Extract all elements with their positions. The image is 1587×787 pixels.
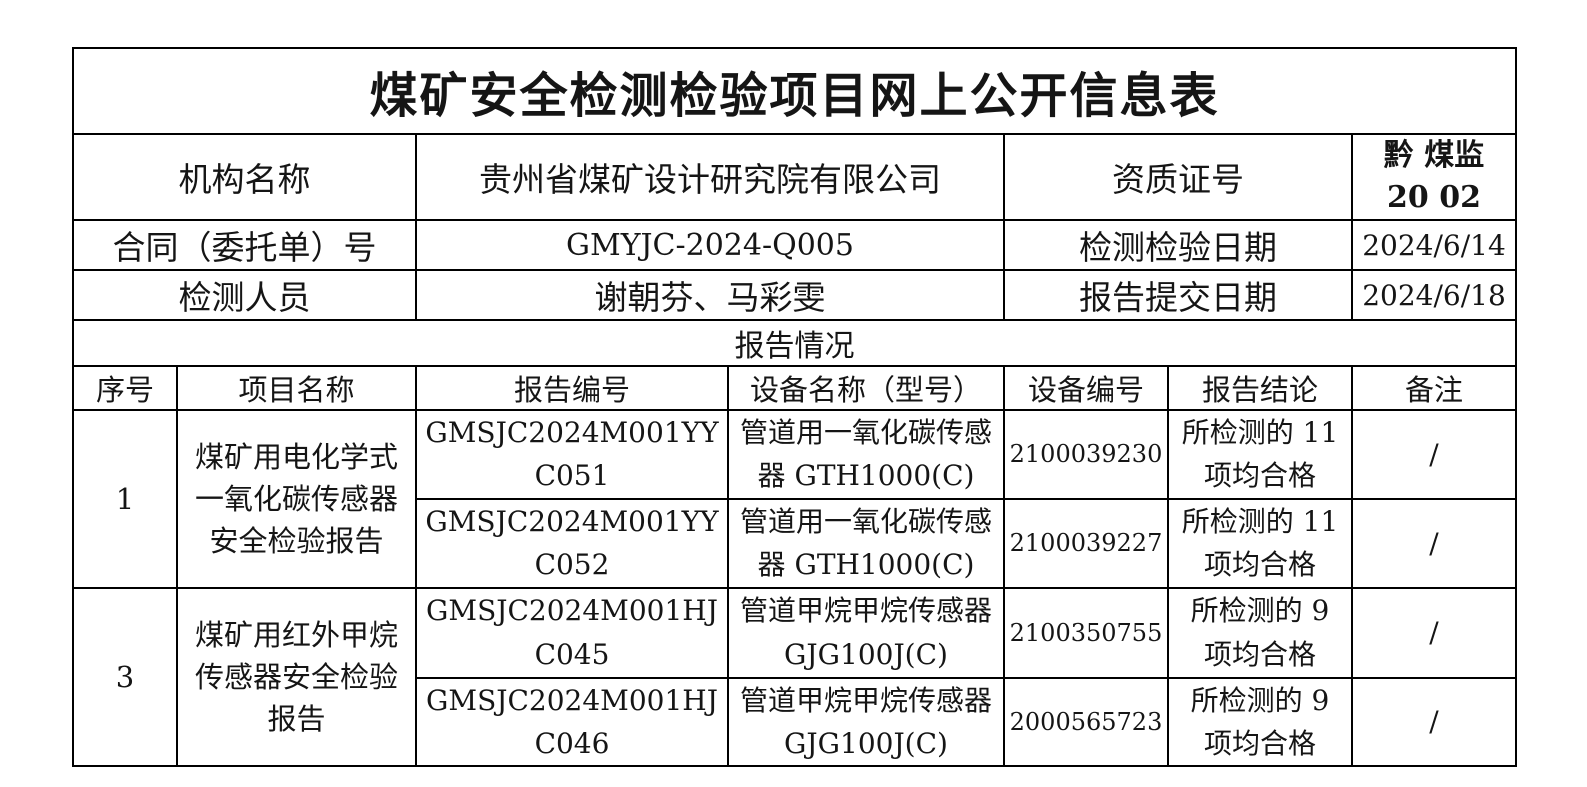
col-header-seq: 序号 — [72, 365, 178, 411]
report-no-cell: GMSJC2024M001YYC051 — [415, 409, 729, 500]
device-no-cell: 2100039227 — [1003, 497, 1169, 589]
conclusion-cell: 所检测的 11 项均合格 — [1167, 409, 1353, 500]
test-date-label: 检测检验日期 — [1003, 219, 1353, 271]
remark-cell: / — [1351, 676, 1517, 768]
report-no-cell: GMSJC2024M001HJC046 — [415, 676, 729, 768]
device-no-cell: 2100039230 — [1003, 409, 1169, 500]
device-no-cell: 2000565723 — [1003, 676, 1169, 768]
col-header-device-no: 设备编号 — [1003, 365, 1169, 411]
device-name-cell: 管道用一氧化碳传感器 GTH1000(C) — [727, 497, 1005, 589]
cert-no-value: 黔 煤监 20 02 — [1351, 133, 1517, 221]
report-no-cell: GMSJC2024M001HJC045 — [415, 586, 729, 679]
device-no-cell: 2100350755 — [1003, 586, 1169, 679]
contract-no-label: 合同（委托单）号 — [72, 219, 417, 271]
cert-no-line2: 20 02 — [1387, 180, 1481, 215]
seq-cell: 3 — [72, 586, 178, 768]
col-header-report-no: 报告编号 — [415, 365, 729, 411]
conclusion-cell: 所检测的 9 项均合格 — [1167, 586, 1353, 679]
report-section-title: 报告情况 — [72, 319, 1517, 367]
conclusion-cell: 所检测的 11 项均合格 — [1167, 497, 1353, 589]
report-date-value: 2024/6/18 — [1351, 269, 1517, 321]
org-name-value: 贵州省煤矿设计研究院有限公司 — [415, 133, 1005, 221]
project-name-cell: 煤矿用电化学式一氧化碳传感器安全检验报告 — [176, 409, 417, 589]
device-name-cell: 管道甲烷甲烷传感器 GJG100J(C) — [727, 676, 1005, 768]
table-row: 3 煤矿用红外甲烷传感器安全检验报告 GMSJC2024M001HJC045 管… — [72, 586, 1517, 768]
seq-cell: 1 — [72, 409, 178, 589]
table-row: GMSJC2024M001YYC052 管道用一氧化碳传感器 GTH1000(C… — [73, 497, 1517, 589]
remark-cell: / — [1351, 497, 1517, 589]
conclusion-cell: 所检测的 9 项均合格 — [1167, 676, 1353, 768]
project-name-cell: 煤矿用红外甲烷传感器安全检验报告 — [176, 586, 417, 768]
device-name-cell: 管道甲烷甲烷传感器 GJG100J(C) — [727, 586, 1005, 679]
personnel-value: 谢朝芬、马彩雯 — [415, 269, 1005, 321]
remark-cell: / — [1351, 586, 1517, 679]
table-row: 1 煤矿用电化学式一氧化碳传感器安全检验报告 GMSJC2024M001YYC0… — [72, 409, 1517, 589]
org-name-label: 机构名称 — [72, 133, 417, 221]
public-info-table: 煤矿安全检测检验项目网上公开信息表 机构名称 贵州省煤矿设计研究院有限公司 资质… — [72, 47, 1517, 768]
test-date-value: 2024/6/14 — [1351, 219, 1517, 271]
device-name-cell: 管道用一氧化碳传感器 GTH1000(C) — [727, 409, 1005, 500]
page-title: 煤矿安全检测检验项目网上公开信息表 — [72, 47, 1517, 135]
report-no-cell: GMSJC2024M001YYC052 — [415, 497, 729, 589]
table-row: GMSJC2024M001HJC046 管道甲烷甲烷传感器 GJG100J(C)… — [73, 676, 1517, 768]
remark-cell: / — [1351, 409, 1517, 500]
col-header-remark: 备注 — [1351, 365, 1517, 411]
contract-no-value: GMYJC-2024-Q005 — [415, 219, 1005, 271]
col-header-device-name: 设备名称（型号） — [727, 365, 1005, 411]
col-header-conclusion: 报告结论 — [1167, 365, 1353, 411]
cert-no-line1: 黔 煤监 — [1383, 138, 1485, 173]
cert-no-label: 资质证号 — [1003, 133, 1353, 221]
report-date-label: 报告提交日期 — [1003, 269, 1353, 321]
col-header-project: 项目名称 — [176, 365, 417, 411]
personnel-label: 检测人员 — [72, 269, 417, 321]
